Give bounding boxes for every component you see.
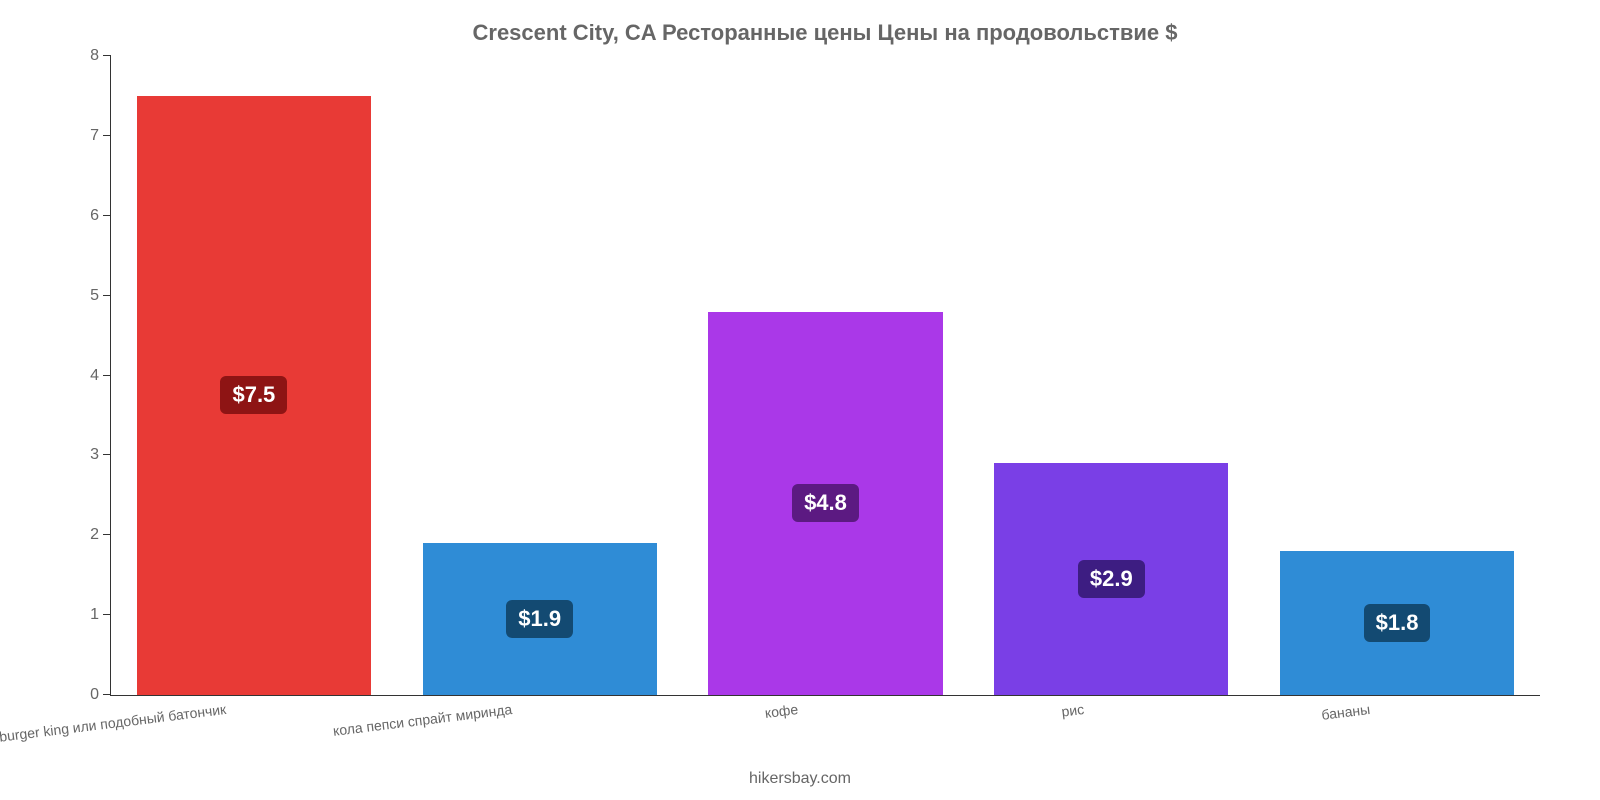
bar-value-badge: $1.8 — [1364, 604, 1431, 642]
bar-value-badge: $2.9 — [1078, 560, 1145, 598]
x-tick-label: кофе — [764, 701, 799, 721]
bar: $7.5 — [137, 96, 371, 695]
bar: $2.9 — [994, 463, 1228, 695]
bar-slot: $1.9 — [397, 56, 683, 695]
x-tick-label: рис — [1060, 701, 1084, 720]
y-tick-label: 6 — [90, 207, 111, 225]
chart-container: Crescent City, CA Ресторанные цены Цены … — [0, 0, 1600, 800]
y-tick-label: 0 — [90, 686, 111, 704]
x-tick-label: бананы — [1320, 701, 1370, 723]
bar-slot: $4.8 — [683, 56, 969, 695]
bar-value-badge: $1.9 — [506, 600, 573, 638]
plot-area: $7.5$1.9$4.8$2.9$1.8 mac burger king или… — [110, 56, 1540, 696]
x-tick-label: кола пепси спрайт миринда — [332, 701, 513, 739]
bars-group: $7.5 $1.9 $4.8 $2.9 $1.8 — [111, 56, 1540, 695]
bar-value-badge: $4.8 — [792, 484, 859, 522]
bar-slot: $1.8 — [1254, 56, 1540, 695]
y-tick-label: 7 — [90, 127, 111, 145]
bar-slot: $7.5 — [111, 56, 397, 695]
bar-slot: $2.9 — [968, 56, 1254, 695]
bar-value-badge: $7.5 — [220, 376, 287, 414]
x-tick-label: mac burger king или подобный батончик — [0, 701, 227, 748]
bar: $4.8 — [708, 312, 942, 695]
y-tick-label: 5 — [90, 287, 111, 305]
chart-title: Crescent City, CA Ресторанные цены Цены … — [110, 20, 1540, 46]
bar: $1.8 — [1280, 551, 1514, 695]
credit-text: hikersbay.com — [749, 770, 851, 788]
y-tick-label: 8 — [90, 47, 111, 65]
y-tick-label: 4 — [90, 367, 111, 385]
y-tick-label: 2 — [90, 526, 111, 544]
bar: $1.9 — [423, 543, 657, 695]
y-tick-label: 3 — [90, 446, 111, 464]
y-tick-label: 1 — [90, 606, 111, 624]
